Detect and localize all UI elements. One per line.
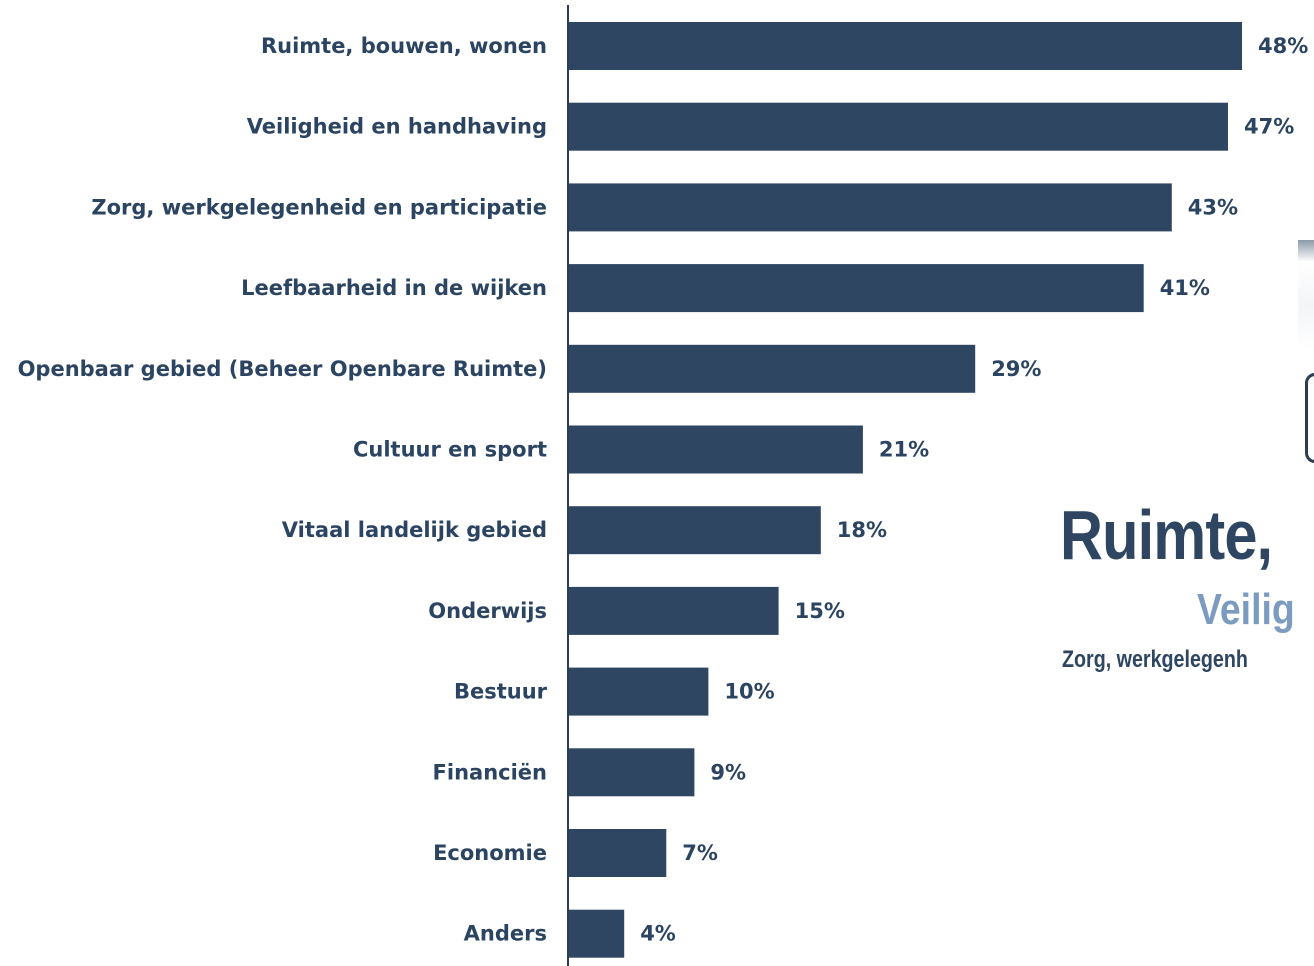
- bar-10: [568, 829, 667, 877]
- value-label-5: 21%: [879, 438, 929, 462]
- value-label-9: 9%: [710, 760, 746, 784]
- word-cloud-word-ruimte: Ruimte,: [1060, 496, 1273, 574]
- category-label-5: Cultuur en sport: [353, 438, 547, 462]
- word-cloud-word-veiligheid: Veilig: [1197, 585, 1295, 634]
- word-cloud-fragment: Ruimte, Veilig Zorg, werkgelegenh: [1040, 230, 1314, 700]
- category-label-2: Zorg, werkgelegenheid en participatie: [91, 195, 547, 219]
- bar-8: [568, 667, 709, 716]
- value-label-8: 10%: [724, 680, 774, 704]
- value-label-7: 15%: [795, 599, 845, 623]
- bar-1: [568, 102, 1228, 151]
- bar-3: [568, 264, 1144, 313]
- value-label-6: 18%: [837, 518, 887, 542]
- word-cloud-word-zorg: Zorg, werkgelegenh: [1062, 646, 1248, 673]
- bar-6: [568, 506, 821, 555]
- category-label-6: Vitaal landelijk gebied: [282, 518, 547, 542]
- value-label-2: 43%: [1188, 195, 1238, 219]
- bar-11: [568, 909, 625, 958]
- word-cloud-image-edge: [1298, 240, 1314, 350]
- value-label-11: 4%: [640, 922, 676, 946]
- value-labels: 48% 47% 43% 41% 29% 21% 18% 15% 10% 9% 7% 4%: [640, 34, 1308, 946]
- category-label-8: Bestuur: [454, 680, 548, 704]
- category-label-9: Financiën: [433, 760, 547, 784]
- category-label-0: Ruimte, bouwen, wonen: [261, 34, 547, 58]
- bar-9: [568, 748, 695, 797]
- bar-7: [568, 586, 779, 635]
- bar-4: [568, 344, 976, 393]
- bar-0: [568, 22, 1242, 70]
- category-label-4: Openbaar gebied (Beheer Openbare Ruimte): [18, 357, 547, 381]
- bar-2: [568, 183, 1172, 232]
- value-label-1: 47%: [1244, 115, 1294, 139]
- category-label-10: Economie: [433, 841, 547, 865]
- category-labels: Ruimte, bouwen, wonen Veiligheid en handh…: [18, 34, 548, 946]
- category-label-11: Anders: [464, 922, 547, 946]
- value-label-0: 48%: [1258, 34, 1308, 58]
- bars: [568, 22, 1242, 958]
- value-label-10: 7%: [682, 841, 718, 865]
- category-label-1: Veiligheid en handhaving: [247, 115, 547, 139]
- value-label-3: 41%: [1160, 276, 1210, 300]
- bar-5: [568, 425, 863, 474]
- value-label-4: 29%: [991, 357, 1041, 381]
- word-cloud-frame: [1305, 373, 1314, 463]
- category-label-7: Onderwijs: [428, 599, 547, 623]
- category-label-3: Leefbaarheid in de wijken: [241, 276, 547, 300]
